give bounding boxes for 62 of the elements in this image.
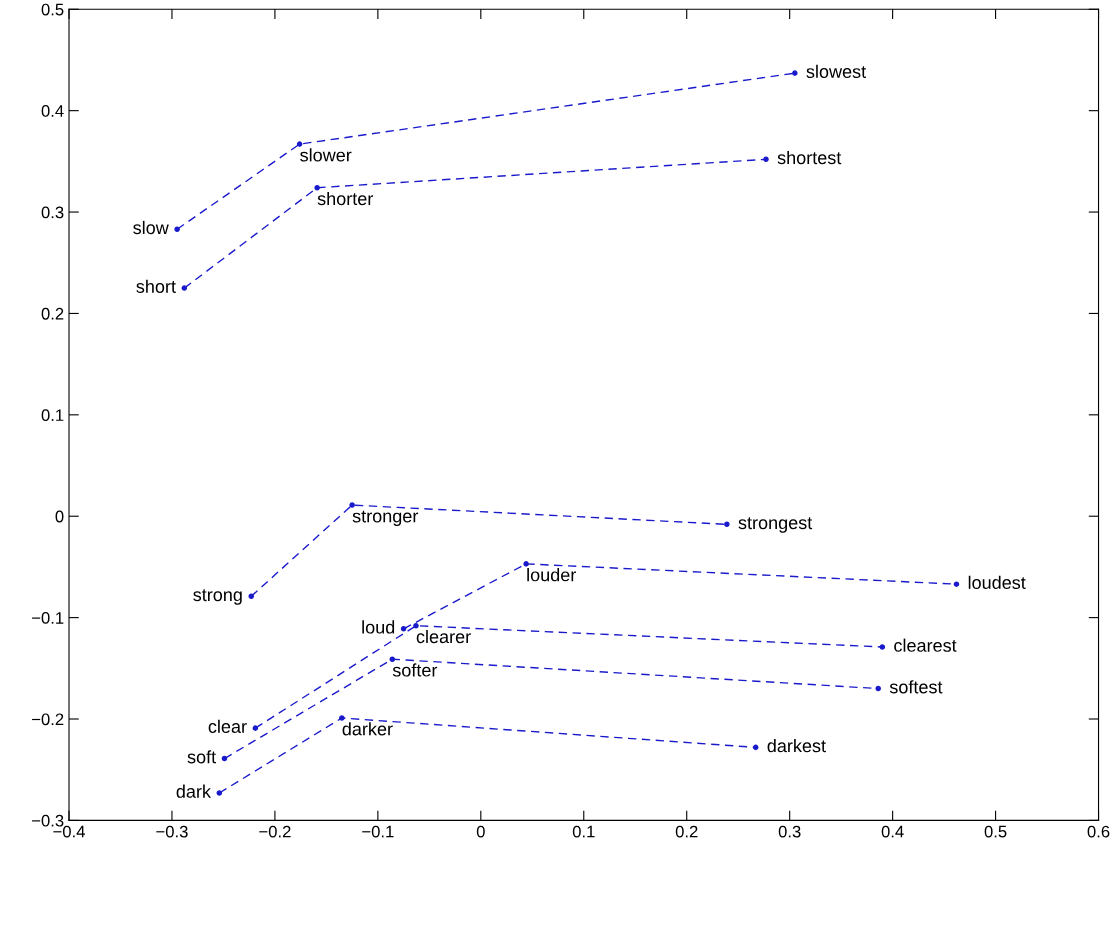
x-tick-label: 0.1 bbox=[572, 825, 595, 838]
x-tick-label: −0.4 bbox=[53, 825, 85, 838]
annotation: strongest bbox=[738, 517, 813, 533]
annotation: stronger bbox=[352, 510, 419, 527]
point bbox=[221, 755, 228, 762]
annotation: softer bbox=[392, 663, 438, 677]
annotation: slowest bbox=[806, 64, 867, 78]
x-tick-label: 0 bbox=[476, 825, 485, 838]
x-tick-label: −0.3 bbox=[156, 825, 188, 838]
y-tick-label: −0.3 bbox=[32, 814, 64, 827]
annotation: clearest bbox=[894, 638, 957, 652]
point bbox=[724, 521, 730, 528]
annotation: louder bbox=[527, 568, 577, 582]
annotation: loud bbox=[362, 620, 395, 634]
x-tick-label: −0.1 bbox=[362, 825, 394, 838]
x-tick-label: −0.2 bbox=[259, 825, 291, 838]
point bbox=[953, 581, 960, 587]
point bbox=[875, 685, 881, 692]
x-tick-label: 0.6 bbox=[1087, 825, 1110, 838]
x-tick-label: 0.4 bbox=[881, 825, 904, 838]
point bbox=[523, 561, 529, 567]
y-tick-label: −0.2 bbox=[32, 713, 64, 726]
point bbox=[413, 622, 419, 629]
y-tick-label: 0.3 bbox=[41, 206, 64, 219]
x-tick-label: 0.2 bbox=[675, 825, 698, 838]
x-tick-label: 0.5 bbox=[984, 825, 1007, 838]
x-tick-label: 0.3 bbox=[778, 825, 801, 838]
point bbox=[752, 744, 759, 751]
annotation: clear bbox=[208, 719, 247, 733]
annotation: clearer bbox=[416, 629, 471, 644]
point bbox=[879, 644, 886, 650]
point bbox=[339, 715, 345, 721]
annotation: shorter bbox=[317, 191, 374, 206]
y-tick-label: 0.1 bbox=[41, 409, 64, 422]
point bbox=[400, 625, 407, 632]
y-tick-label: 0.5 bbox=[41, 3, 64, 16]
point bbox=[296, 141, 303, 147]
annotation: darkest bbox=[767, 738, 826, 753]
annotation: dark bbox=[176, 784, 212, 798]
y-tick-label: 0.4 bbox=[41, 105, 64, 117]
point bbox=[248, 593, 255, 600]
annotation: softest bbox=[889, 680, 943, 694]
annotation: slower bbox=[300, 148, 352, 162]
y-tick-label: 0 bbox=[55, 510, 64, 523]
point bbox=[174, 226, 180, 233]
point bbox=[216, 790, 223, 796]
point bbox=[763, 156, 769, 163]
point bbox=[252, 725, 259, 731]
annotation: darker bbox=[342, 722, 393, 736]
point bbox=[181, 285, 188, 291]
point bbox=[389, 656, 396, 662]
annotation: strong bbox=[193, 589, 242, 605]
annotation: slow bbox=[133, 220, 169, 235]
annotation: soft bbox=[187, 750, 216, 764]
point bbox=[349, 502, 355, 508]
annotation: loudest bbox=[968, 575, 1026, 589]
point bbox=[314, 184, 320, 191]
annotation: shortest bbox=[777, 150, 842, 165]
point bbox=[792, 70, 798, 76]
annotation: short bbox=[136, 279, 176, 293]
y-tick-label: −0.1 bbox=[32, 612, 64, 624]
y-tick-label: 0.2 bbox=[41, 307, 64, 320]
